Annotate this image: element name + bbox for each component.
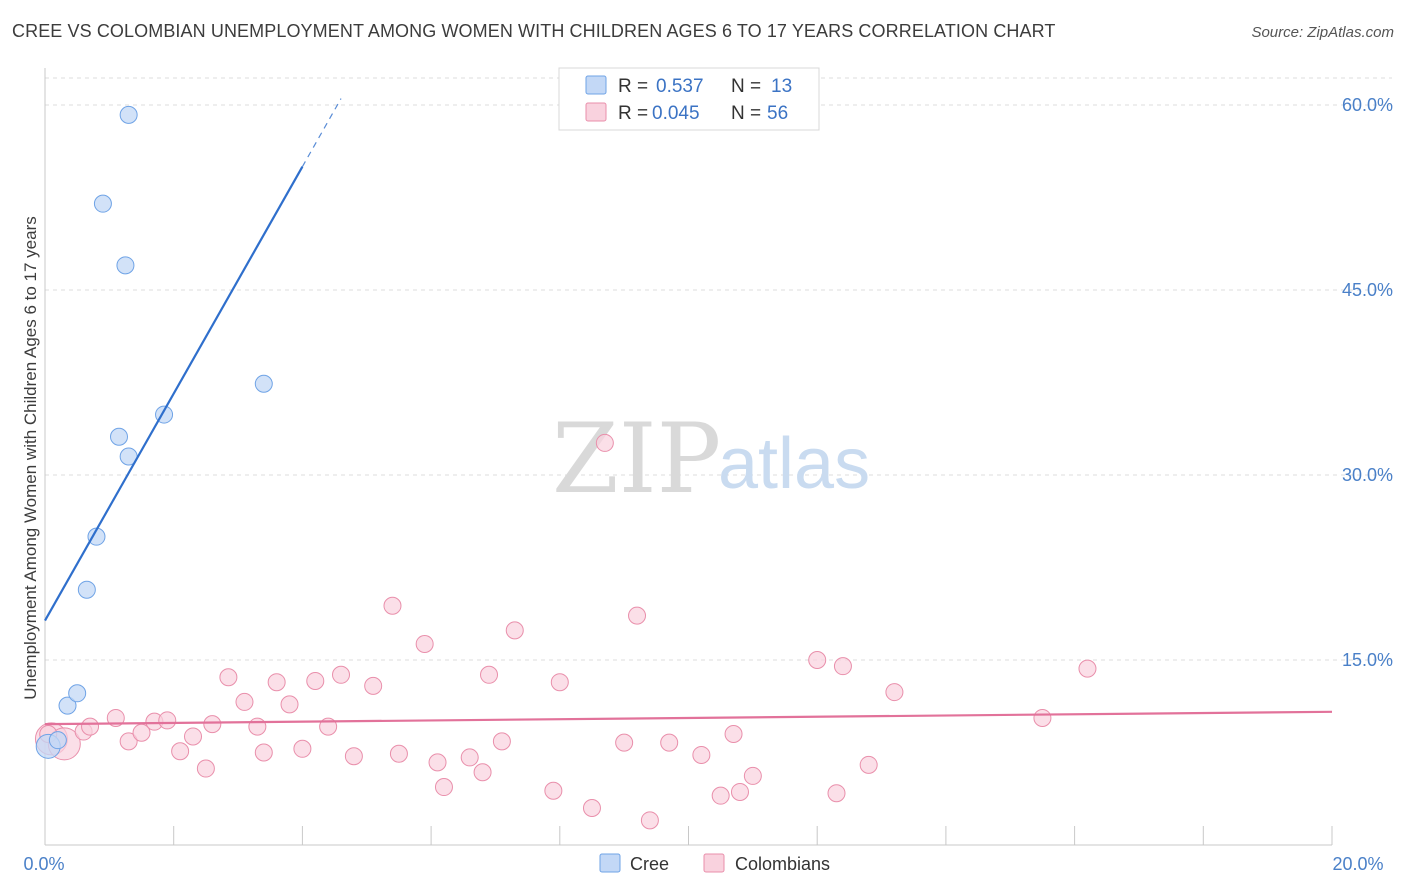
y-tick-label: 30.0% <box>1342 465 1393 485</box>
colombians-point <box>473 763 492 782</box>
colombians-point <box>235 692 254 711</box>
bottom-legend-colombians-label: Colombians <box>735 854 830 874</box>
cree-trend-line <box>44 166 304 622</box>
cree-point <box>110 427 129 446</box>
colombians-point <box>254 743 273 762</box>
colombians-point <box>306 671 325 690</box>
watermark-zip: ZIP <box>552 403 721 515</box>
colombians-point <box>364 676 383 695</box>
y-tick-label: 15.0% <box>1342 650 1393 670</box>
colombians-point <box>692 745 711 764</box>
correlation-legend: R = 0.537 N = 13 R = 0.045 N = 56 <box>558 67 820 131</box>
colombians-point <box>492 732 511 751</box>
colombians-point <box>730 782 749 801</box>
colombians-point <box>833 657 852 676</box>
y-tick-label: 60.0% <box>1342 95 1393 115</box>
x-tick-label-min: 0.0% <box>23 854 64 874</box>
cree-point <box>254 374 273 393</box>
bottom-legend-cree-swatch <box>599 853 621 873</box>
legend-colombians-swatch <box>585 102 607 122</box>
colombians-point <box>827 784 846 803</box>
trend-lines <box>44 98 1333 726</box>
cree-point <box>116 256 135 275</box>
watermark-atlas: atlas <box>718 424 870 504</box>
legend-cree-n-label: N = <box>731 76 761 97</box>
cree-trend-extension <box>301 98 342 167</box>
colombians-point <box>81 717 100 736</box>
colombians-point <box>344 747 363 766</box>
colombians-point <box>1033 708 1052 727</box>
colombians-point <box>196 759 215 778</box>
colombians-point <box>428 753 447 772</box>
colombians-point <box>595 433 614 452</box>
cree-point <box>77 580 96 599</box>
colombians-point <box>158 711 177 730</box>
series-legend: Cree Colombians <box>599 853 830 874</box>
cree-points <box>35 105 273 759</box>
colombians-point <box>859 755 878 774</box>
legend-colombians-n-value: 56 <box>767 103 788 124</box>
y-axis-label: Unemployment Among Women with Children A… <box>21 216 40 700</box>
cree-point <box>48 731 67 750</box>
cree-point <box>93 194 112 213</box>
colombians-point <box>640 811 659 830</box>
cree-point <box>68 684 87 703</box>
colombians-point <box>615 733 634 752</box>
x-tick-label-max: 20.0% <box>1332 854 1383 874</box>
colombians-point <box>628 606 647 625</box>
colombians-point <box>332 665 351 684</box>
cree-point <box>119 105 138 124</box>
colombians-point <box>743 766 762 785</box>
x-ticks <box>44 826 1333 845</box>
legend-cree-r-value: 0.537 <box>656 76 704 97</box>
cree-point <box>58 696 77 715</box>
colombians-point <box>119 732 138 751</box>
colombians-point <box>293 739 312 758</box>
colombians-point <box>415 634 434 653</box>
colombians-point <box>724 725 743 743</box>
legend-cree-r-label: R = <box>618 76 648 97</box>
colombians-point <box>203 715 222 734</box>
colombians-point <box>434 778 453 797</box>
legend-colombians-r-label: R = <box>618 103 648 124</box>
legend-cree-swatch <box>585 75 607 95</box>
colombians-point <box>389 744 408 763</box>
colombians-point <box>171 742 190 761</box>
colombians-point <box>184 727 203 746</box>
colombians-point <box>280 695 299 714</box>
colombians-point <box>480 665 499 684</box>
colombians-point <box>1078 659 1097 678</box>
colombians-point <box>505 621 524 640</box>
colombians-point <box>544 781 563 800</box>
y-tick-labels: 15.0% 30.0% 45.0% 60.0% <box>1342 95 1393 670</box>
source-label: Source: ZipAtlas.com <box>1251 24 1394 41</box>
legend-colombians-n-label: N = <box>731 103 761 124</box>
gridlines <box>45 77 1392 661</box>
y-tick-label: 45.0% <box>1342 280 1393 300</box>
chart-title: CREE VS COLOMBIAN UNEMPLOYMENT AMONG WOM… <box>12 21 1056 41</box>
colombians-point <box>219 668 238 687</box>
colombians-point <box>550 673 569 692</box>
bottom-legend-colombians-swatch <box>703 853 725 873</box>
colombians-point <box>582 799 601 817</box>
legend-colombians-r-value: 0.045 <box>652 103 700 124</box>
legend-cree-n-value: 13 <box>771 76 792 97</box>
colombians-point <box>711 786 730 805</box>
colombians-trend-line <box>44 710 1333 726</box>
colombians-point <box>808 651 827 669</box>
colombians-point <box>885 683 904 702</box>
colombians-point <box>106 708 125 727</box>
colombians-point <box>383 596 402 615</box>
colombians-point <box>660 733 679 752</box>
colombians-point <box>248 717 267 736</box>
bottom-legend-cree-label: Cree <box>630 854 669 874</box>
colombians-point <box>460 748 479 767</box>
colombians-point <box>267 673 286 692</box>
